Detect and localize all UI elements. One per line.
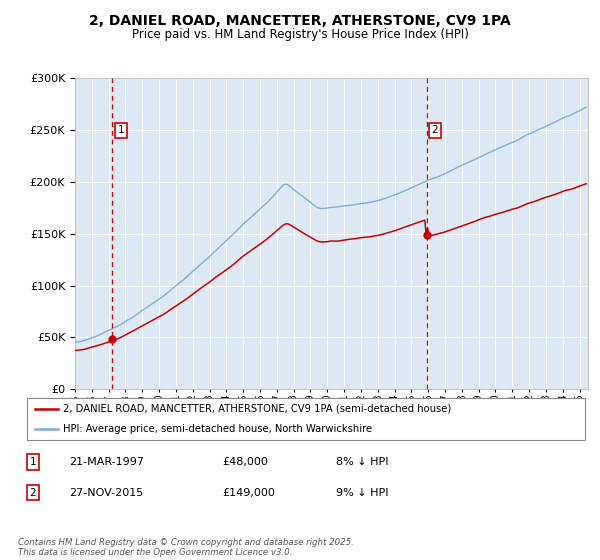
Text: 1: 1 xyxy=(118,125,124,135)
Text: Price paid vs. HM Land Registry's House Price Index (HPI): Price paid vs. HM Land Registry's House … xyxy=(131,28,469,41)
Text: HPI: Average price, semi-detached house, North Warwickshire: HPI: Average price, semi-detached house,… xyxy=(63,424,373,433)
Text: 8% ↓ HPI: 8% ↓ HPI xyxy=(336,457,389,467)
Text: 2, DANIEL ROAD, MANCETTER, ATHERSTONE, CV9 1PA (semi-detached house): 2, DANIEL ROAD, MANCETTER, ATHERSTONE, C… xyxy=(63,404,452,413)
Text: 27-NOV-2015: 27-NOV-2015 xyxy=(69,488,143,498)
Text: £48,000: £48,000 xyxy=(222,457,268,467)
FancyBboxPatch shape xyxy=(27,398,585,440)
Text: Contains HM Land Registry data © Crown copyright and database right 2025.
This d: Contains HM Land Registry data © Crown c… xyxy=(18,538,354,557)
Text: 9% ↓ HPI: 9% ↓ HPI xyxy=(336,488,389,498)
Text: 2: 2 xyxy=(431,125,438,135)
Text: 2, DANIEL ROAD, MANCETTER, ATHERSTONE, CV9 1PA: 2, DANIEL ROAD, MANCETTER, ATHERSTONE, C… xyxy=(89,14,511,28)
Text: 1: 1 xyxy=(29,457,37,467)
Text: £149,000: £149,000 xyxy=(222,488,275,498)
Text: 21-MAR-1997: 21-MAR-1997 xyxy=(69,457,144,467)
Text: 2: 2 xyxy=(29,488,37,498)
